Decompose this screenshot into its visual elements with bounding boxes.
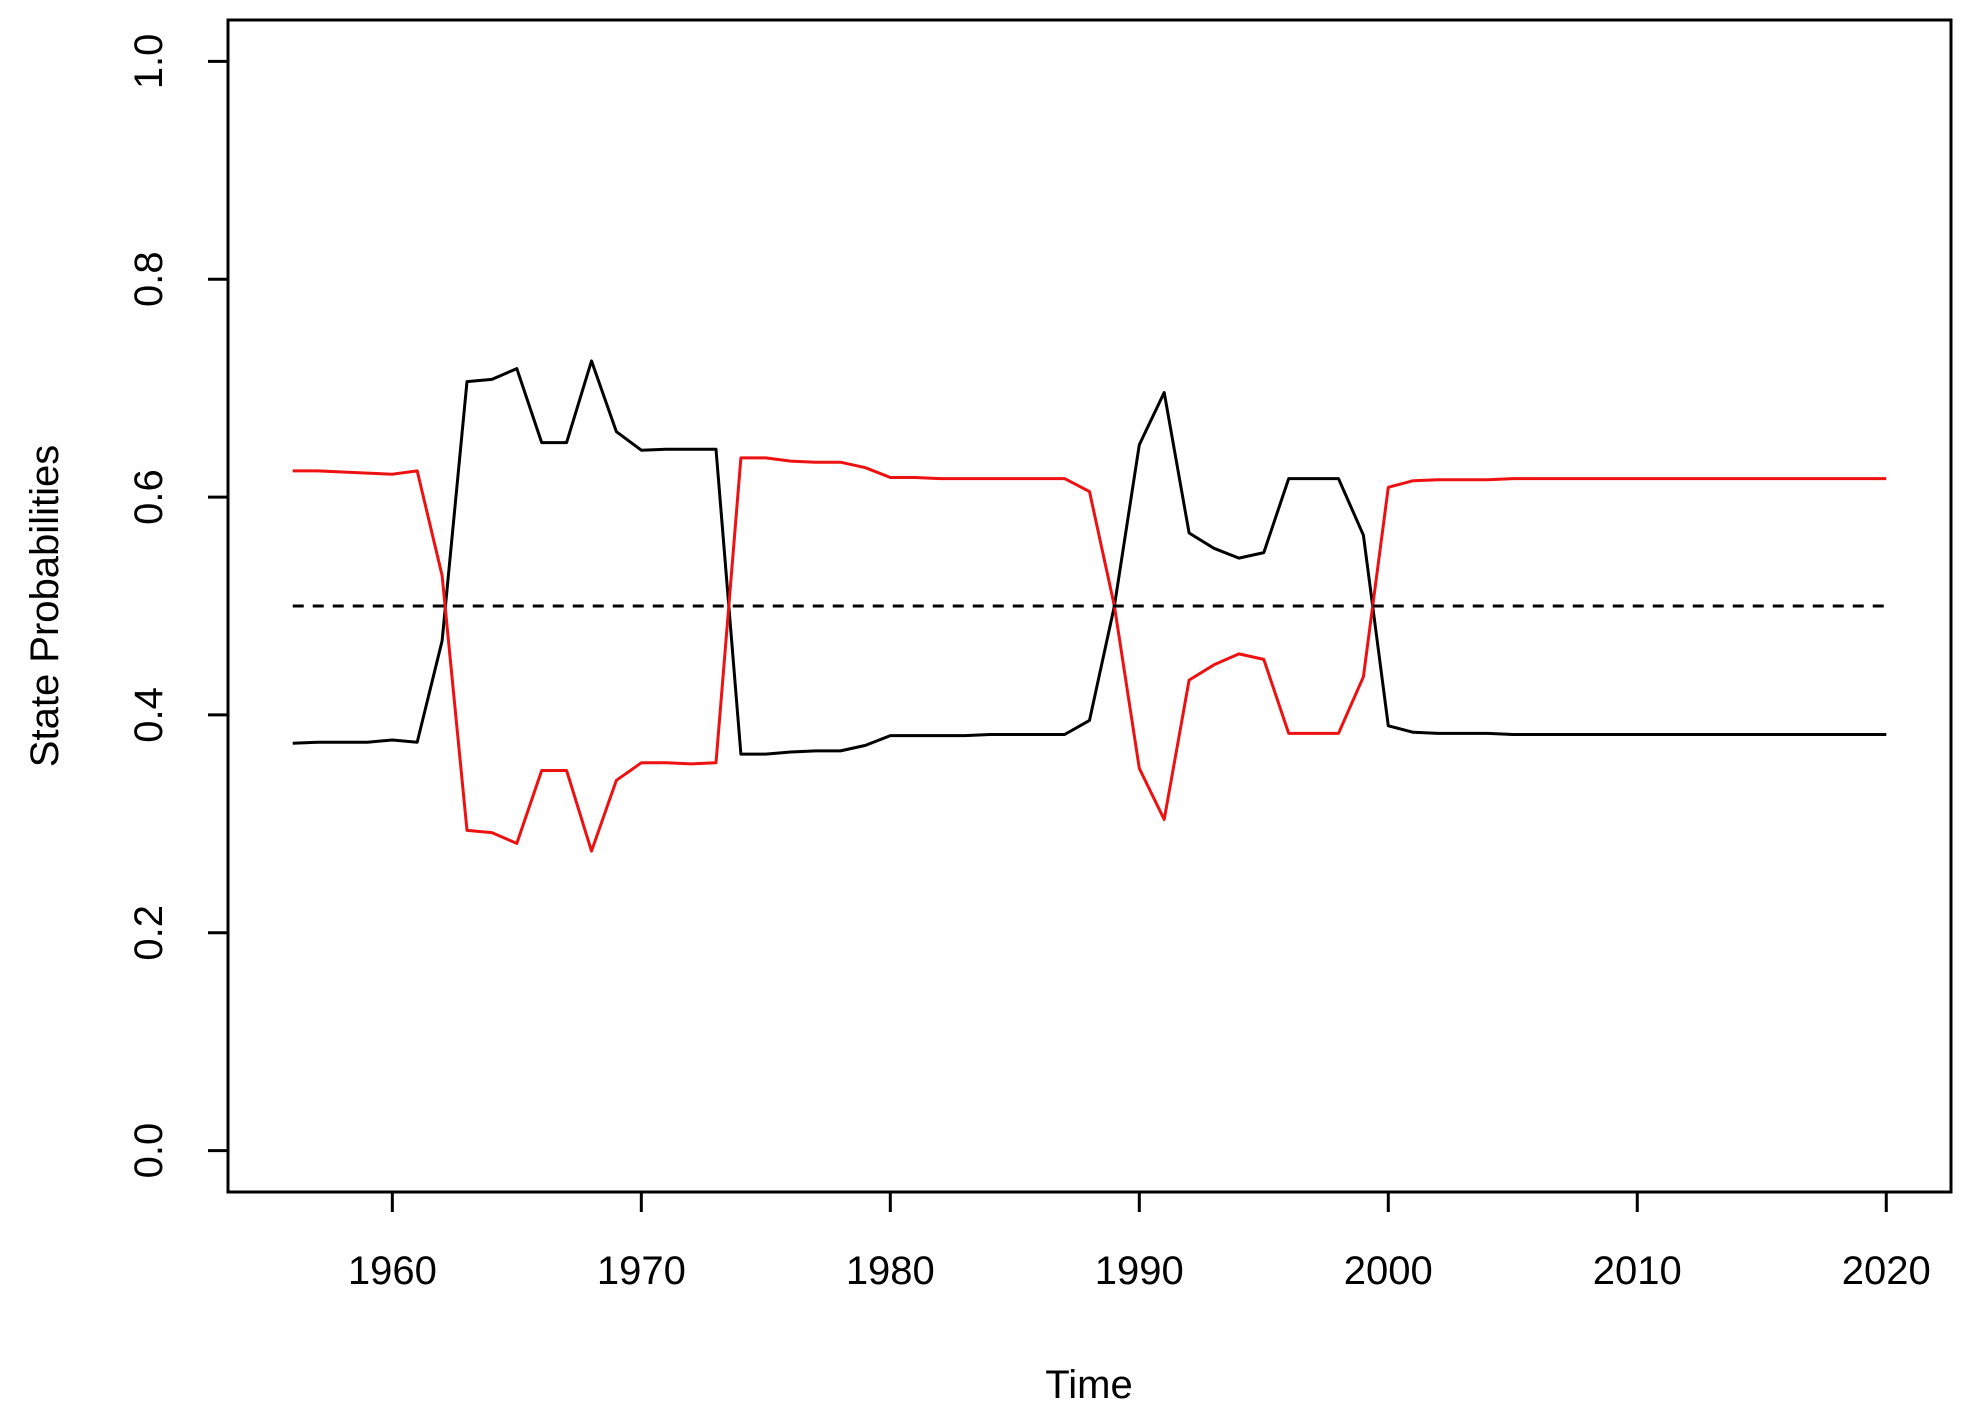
y-tick-label: 1.0: [127, 34, 171, 90]
x-axis: 1960 1970 1980 1990 2000 2010 2020: [348, 1190, 1931, 1293]
y-axis-title: State Probabilities: [23, 445, 67, 767]
x-tick-label: 1960: [348, 1249, 437, 1293]
x-tick-label: 2020: [1842, 1249, 1931, 1293]
x-tick-label: 1980: [846, 1249, 935, 1293]
y-tick-label: 0.4: [127, 687, 171, 743]
x-tick-label: 2000: [1344, 1249, 1433, 1293]
y-tick-label: 0.8: [127, 251, 171, 307]
x-tick-label: 2010: [1593, 1249, 1682, 1293]
y-axis: 0.0 0.2 0.4 0.6 0.8 1.0: [127, 34, 230, 1179]
y-tick-label: 0.0: [127, 1123, 171, 1179]
x-axis-title: Time: [1045, 1363, 1132, 1407]
series-line-2: [292, 456, 1887, 853]
x-tick-label: 1990: [1095, 1249, 1184, 1293]
series-layer: [292, 359, 1887, 853]
series-line-1: [292, 359, 1887, 756]
y-tick-label: 0.2: [127, 905, 171, 961]
y-tick-label: 0.6: [127, 469, 171, 525]
x-tick-label: 1970: [597, 1249, 686, 1293]
